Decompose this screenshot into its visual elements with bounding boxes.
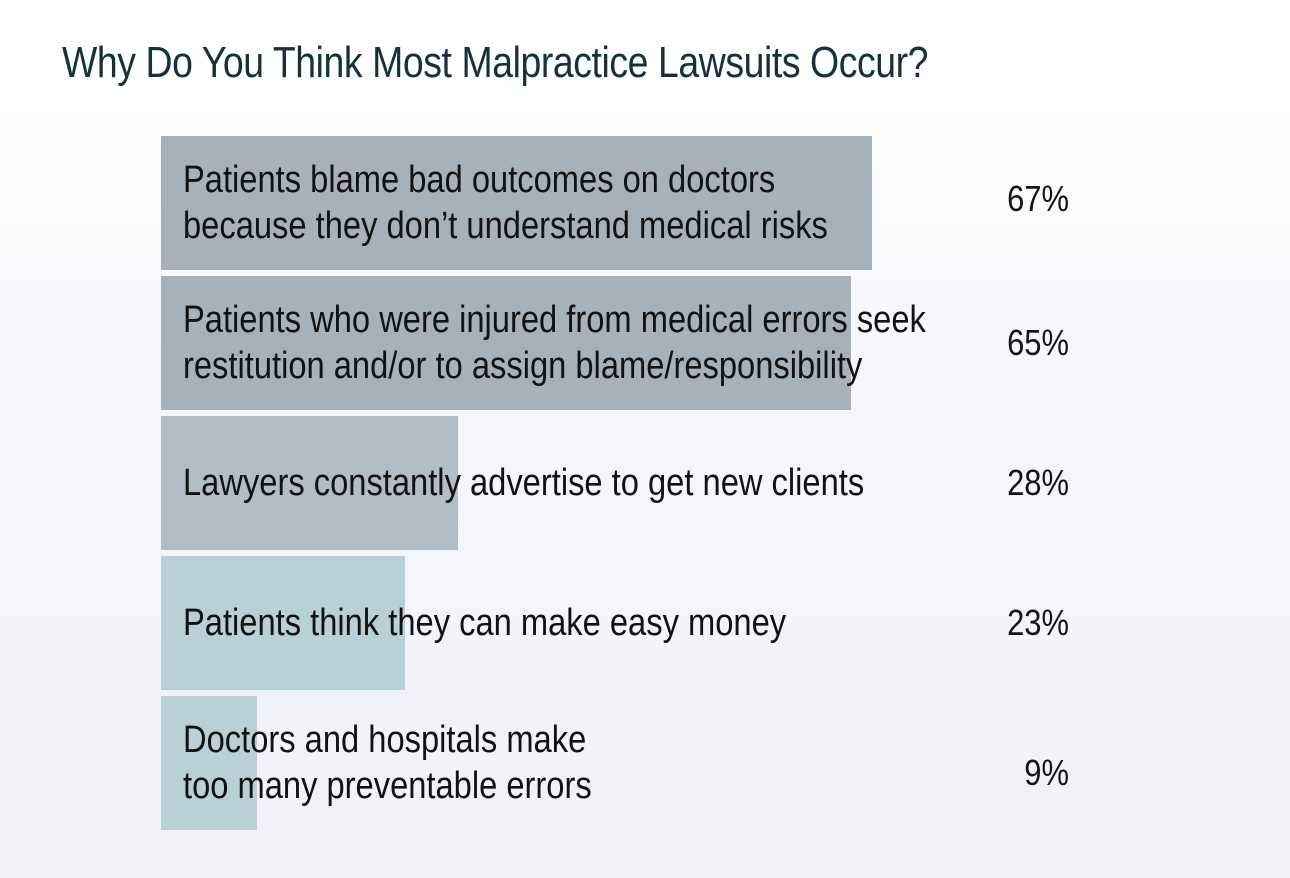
value-label: 65% <box>1007 322 1069 363</box>
bar <box>161 136 872 270</box>
category-label: Lawyers constantly advertise to get new … <box>183 462 865 504</box>
bar-row: Doctors and hospitals make too many prev… <box>161 696 1161 830</box>
category-label: Patients who were injured from medical e… <box>183 299 926 387</box>
bar <box>161 556 405 690</box>
value-label: 9% <box>1024 752 1069 793</box>
category-label: Doctors and hospitals make too many prev… <box>183 719 592 807</box>
bar-row: Patients who were injured from medical e… <box>161 276 1161 410</box>
bar <box>161 696 257 830</box>
value-label: 23% <box>1007 602 1069 643</box>
bar-row: Patients think they can make easy money <box>161 556 1161 690</box>
bar-row: Lawyers constantly advertise to get new … <box>161 416 1161 550</box>
chart-title: Why Do You Think Most Malpractice Lawsui… <box>62 38 929 87</box>
value-label: 28% <box>1007 462 1069 503</box>
category-label: Patients think they can make easy money <box>183 602 787 644</box>
category-label: Patients blame bad outcomes on doctors b… <box>183 159 828 247</box>
bar <box>161 416 458 550</box>
bar-row: Patients blame bad outcomes on doctors b… <box>161 136 1161 270</box>
value-label: 67% <box>1007 178 1069 219</box>
bar <box>161 276 851 410</box>
